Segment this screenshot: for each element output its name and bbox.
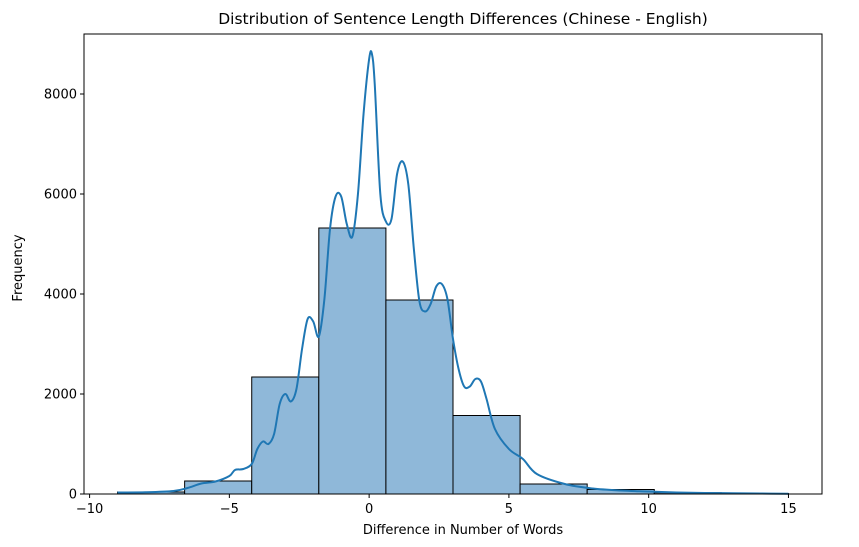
x-tick-label: −5 — [220, 502, 239, 517]
x-tick-label: 15 — [780, 502, 797, 517]
y-tick-label: 6000 — [44, 188, 77, 203]
x-tick-label: 5 — [505, 502, 513, 517]
y-tick-label: 4000 — [44, 288, 77, 303]
y-tick-label: 0 — [69, 488, 77, 503]
y-axis-label: Frequency — [11, 234, 26, 301]
x-tick-label: 0 — [365, 502, 373, 517]
y-axis: 0 2000 4000 6000 8000 — [44, 88, 84, 503]
histogram-bar — [318, 227, 387, 495]
histogram-bar — [385, 299, 454, 495]
histogram-bar — [184, 480, 253, 495]
histogram-bar — [452, 415, 521, 495]
y-tick-label: 2000 — [44, 388, 77, 403]
x-axis: −10 −5 0 5 10 15 — [76, 494, 797, 517]
x-tick-label: −10 — [76, 502, 103, 517]
kde-curve — [117, 50, 789, 495]
chart-title: Distribution of Sentence Length Differen… — [218, 10, 708, 28]
y-tick-label: 8000 — [44, 88, 77, 103]
x-axis-label: Difference in Number of Words — [363, 523, 564, 538]
x-tick-label: 10 — [640, 502, 657, 517]
axes-frame — [83, 33, 823, 495]
